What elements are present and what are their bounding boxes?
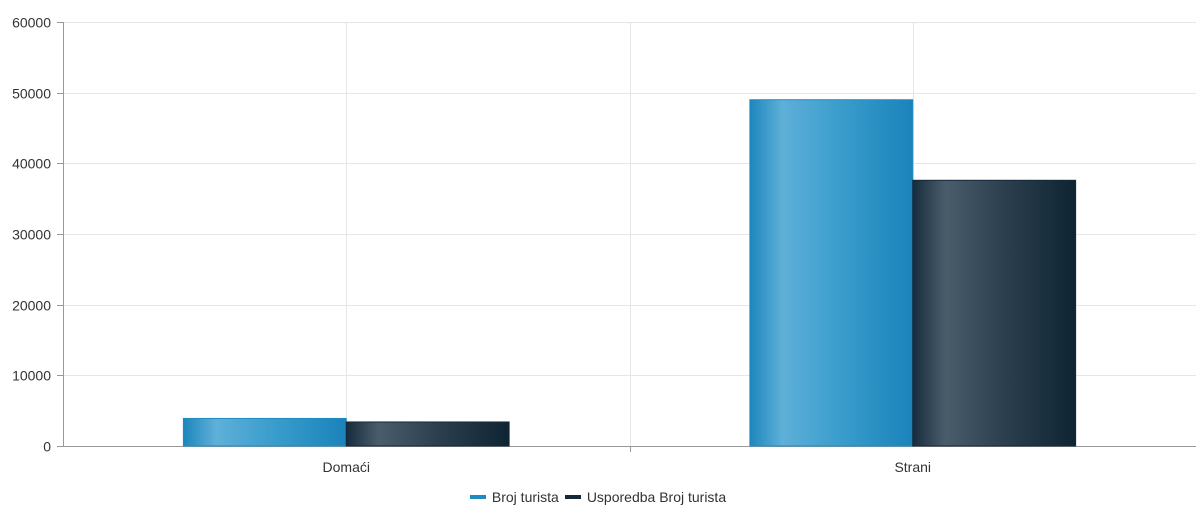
bar-broj-turista-1[interactable] xyxy=(749,99,914,447)
y-tick-label: 40000 xyxy=(12,156,51,172)
bar-usporedba-broj-turista-1[interactable] xyxy=(912,179,1077,447)
y-tick-label: 10000 xyxy=(12,368,51,384)
y-tick-label: 0 xyxy=(43,439,51,455)
legend-label: Broj turista xyxy=(491,489,559,505)
legend: Broj turista Usporedba Broj turista xyxy=(0,487,1196,507)
y-tick-label: 20000 xyxy=(12,298,51,314)
legend-swatch xyxy=(564,495,581,499)
legend-swatch xyxy=(469,495,486,499)
bar-usporedba-broj-turista-0[interactable] xyxy=(345,421,510,447)
legend-item[interactable]: Broj turista xyxy=(469,489,559,505)
axis-labels: 0 10000 20000 30000 40000 50000 60000 Domaći Str… xyxy=(12,15,931,476)
bars xyxy=(182,99,1077,447)
y-tick-label: 60000 xyxy=(12,15,51,31)
legend-label: Usporedba Broj turista xyxy=(586,489,727,505)
y-tick-label: 50000 xyxy=(12,86,51,102)
x-tick-label: Domaći xyxy=(323,459,370,475)
legend-item[interactable]: Usporedba Broj turista xyxy=(564,489,727,505)
x-tick-label: Strani xyxy=(894,459,931,475)
bar-broj-turista-0[interactable] xyxy=(182,417,347,447)
y-tick-label: 30000 xyxy=(12,227,51,243)
